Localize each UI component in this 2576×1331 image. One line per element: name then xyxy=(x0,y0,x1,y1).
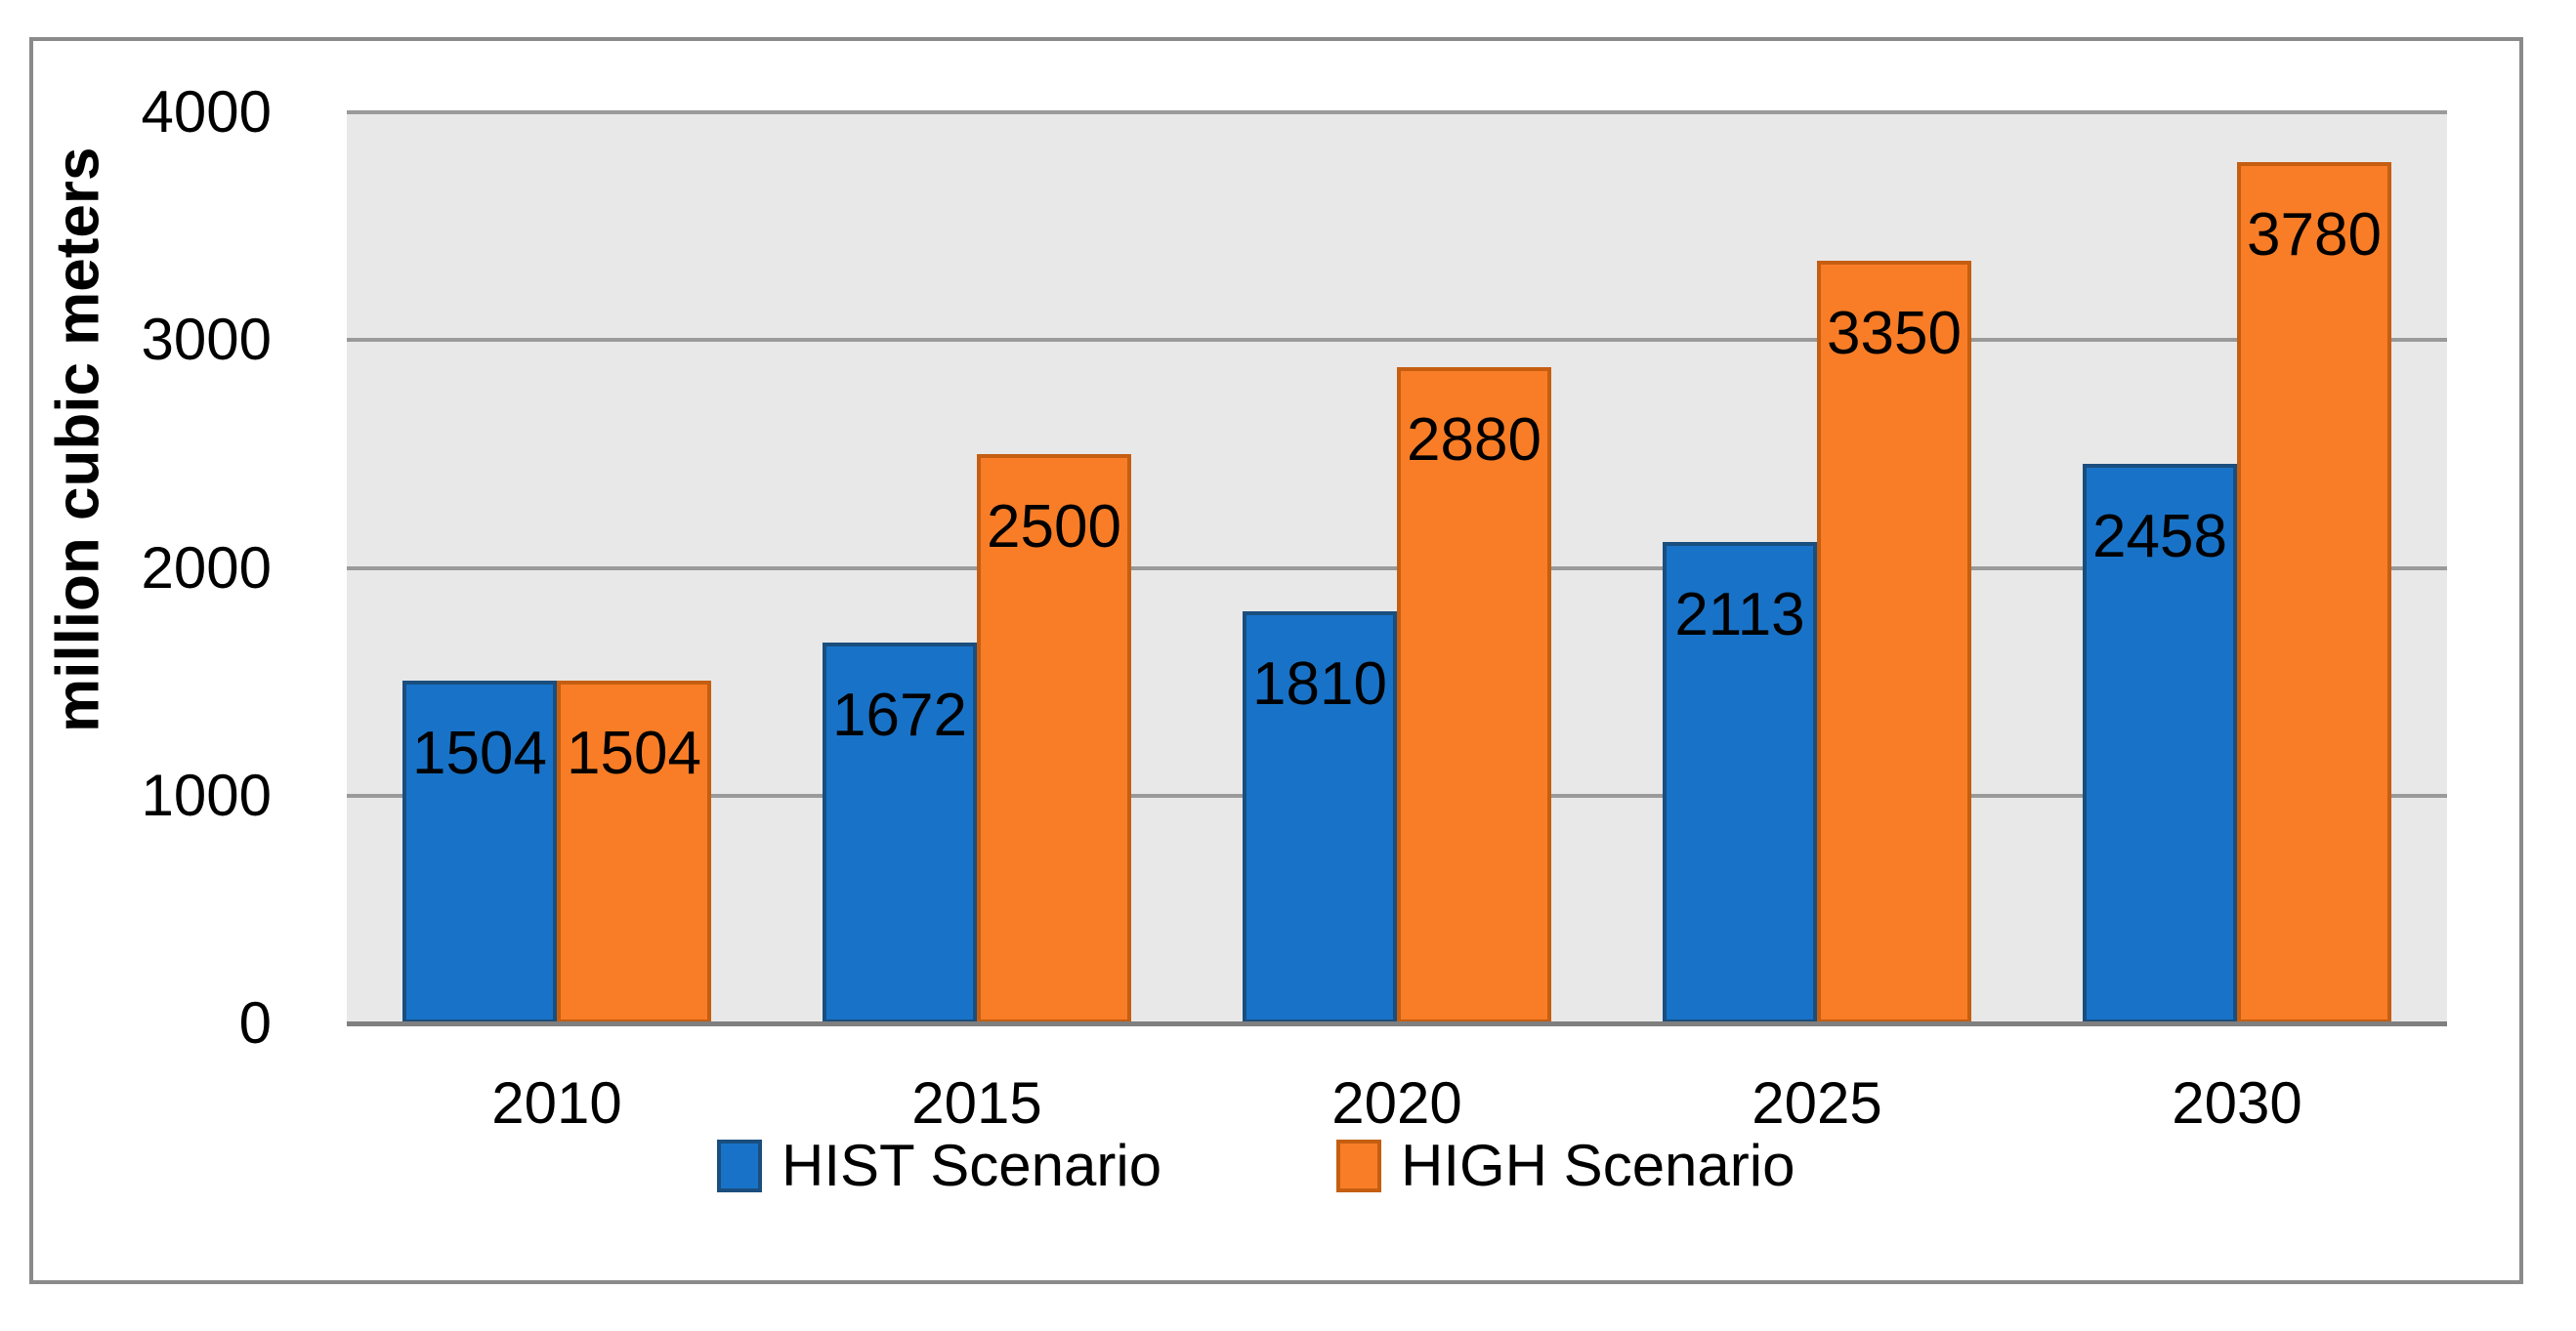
bar-hist-2015 xyxy=(823,643,977,1023)
x-tick-label-2030: 2030 xyxy=(2172,1070,2302,1136)
bar-value-label: 2113 xyxy=(1674,581,1805,649)
bar-hist-2010 xyxy=(402,681,557,1023)
bar-value-label: 1504 xyxy=(567,720,701,788)
legend-swatch-high xyxy=(1336,1140,1381,1192)
y-tick-label-0: 0 xyxy=(238,990,272,1056)
x-axis-line xyxy=(347,1021,2447,1026)
legend-swatch-hist xyxy=(717,1140,762,1192)
bar-high-2010 xyxy=(557,681,711,1023)
y-tick-label-2000: 2000 xyxy=(141,534,272,601)
x-tick-label-2025: 2025 xyxy=(1752,1070,1882,1136)
x-tick-label-2015: 2015 xyxy=(911,1070,1042,1136)
bar-value-label: 1504 xyxy=(412,720,547,788)
bar-high-2030 xyxy=(2237,162,2391,1023)
bar-hist-2020 xyxy=(1243,610,1397,1023)
bar-value-label: 2500 xyxy=(987,492,1121,561)
bar-value-label: 1672 xyxy=(832,682,967,749)
gridline-3000 xyxy=(347,338,2447,343)
bar-value-label: 3780 xyxy=(2247,201,2382,270)
y-tick-label-4000: 4000 xyxy=(141,79,272,145)
legend-item-high: HIGH Scenario xyxy=(1336,1135,1795,1197)
gridline-4000 xyxy=(347,110,2447,114)
bar-value-label: 1810 xyxy=(1252,649,1387,718)
x-tick-label-2020: 2020 xyxy=(1331,1070,1462,1136)
bar-high-2015 xyxy=(977,453,1131,1023)
bar-high-2020 xyxy=(1397,367,1551,1023)
y-axis-title: million cubic meters xyxy=(44,146,112,732)
bar-value-label: 2880 xyxy=(1407,406,1541,475)
y-tick-label-1000: 1000 xyxy=(141,762,272,828)
y-tick-label-3000: 3000 xyxy=(141,307,272,373)
legend-label-high: HIGH Scenario xyxy=(1401,1133,1795,1198)
x-tick-label-2010: 2010 xyxy=(491,1070,622,1136)
bar-value-label: 3350 xyxy=(1827,299,1962,367)
legend-label-hist: HIST Scenario xyxy=(781,1133,1162,1198)
bar-hist-2030 xyxy=(2083,463,2237,1023)
bar-value-label: 2458 xyxy=(2092,502,2227,570)
bar-hist-2025 xyxy=(1663,542,1817,1023)
legend-item-hist: HIST Scenario xyxy=(717,1135,1161,1197)
bar-high-2025 xyxy=(1817,260,1971,1023)
